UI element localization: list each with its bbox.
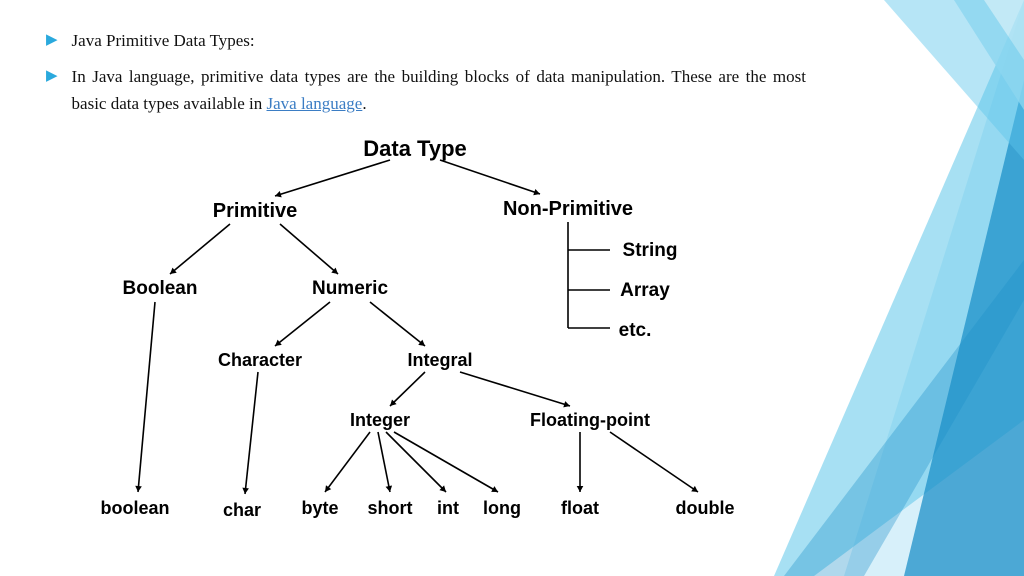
tree-node-character: Character [218, 350, 302, 371]
tree-edges [70, 128, 790, 558]
tree-node-l_boolean: boolean [100, 498, 169, 519]
java-language-link[interactable]: Java language [267, 94, 363, 113]
tree-node-l_int: int [437, 498, 459, 519]
tree-node-nonprimitive: Non-Primitive [503, 198, 633, 221]
tree-node-root: Data Type [363, 136, 467, 162]
tree-node-l_byte: byte [301, 498, 338, 519]
tree-node-integer: Integer [350, 410, 410, 431]
tree-node-array: Array [620, 280, 670, 302]
tree-node-l_char: char [223, 500, 261, 521]
bullet-text-2-after: . [362, 94, 366, 113]
tree-node-etc: etc. [619, 320, 652, 342]
data-type-tree: Data Type Primitive Non-Primitive String Arr… [70, 128, 790, 558]
tree-node-l_short: short [368, 498, 413, 519]
bullet-text-2-before: In Java language, primitive data types a… [72, 67, 806, 112]
tree-node-string: String [623, 240, 678, 262]
bullet-text-2: In Java language, primitive data types a… [72, 64, 806, 117]
tree-node-l_float: float [561, 498, 599, 519]
tree-node-integral: Integral [407, 350, 472, 371]
bullet-arrow-icon: ▶ [46, 66, 58, 87]
tree-node-floating: Floating-point [530, 410, 650, 431]
tree-node-boolean: Boolean [123, 278, 198, 300]
tree-node-l_double: double [676, 498, 735, 519]
bullet-item-2: ▶ In Java language, primitive data types… [46, 64, 806, 117]
tree-node-primitive: Primitive [213, 200, 297, 223]
bullet-item-1: ▶ Java Primitive Data Types: [46, 28, 806, 54]
bullet-text-1: Java Primitive Data Types: [72, 28, 255, 54]
tree-node-numeric: Numeric [312, 278, 388, 300]
bullet-arrow-icon: ▶ [46, 30, 58, 51]
tree-node-l_long: long [483, 498, 521, 519]
